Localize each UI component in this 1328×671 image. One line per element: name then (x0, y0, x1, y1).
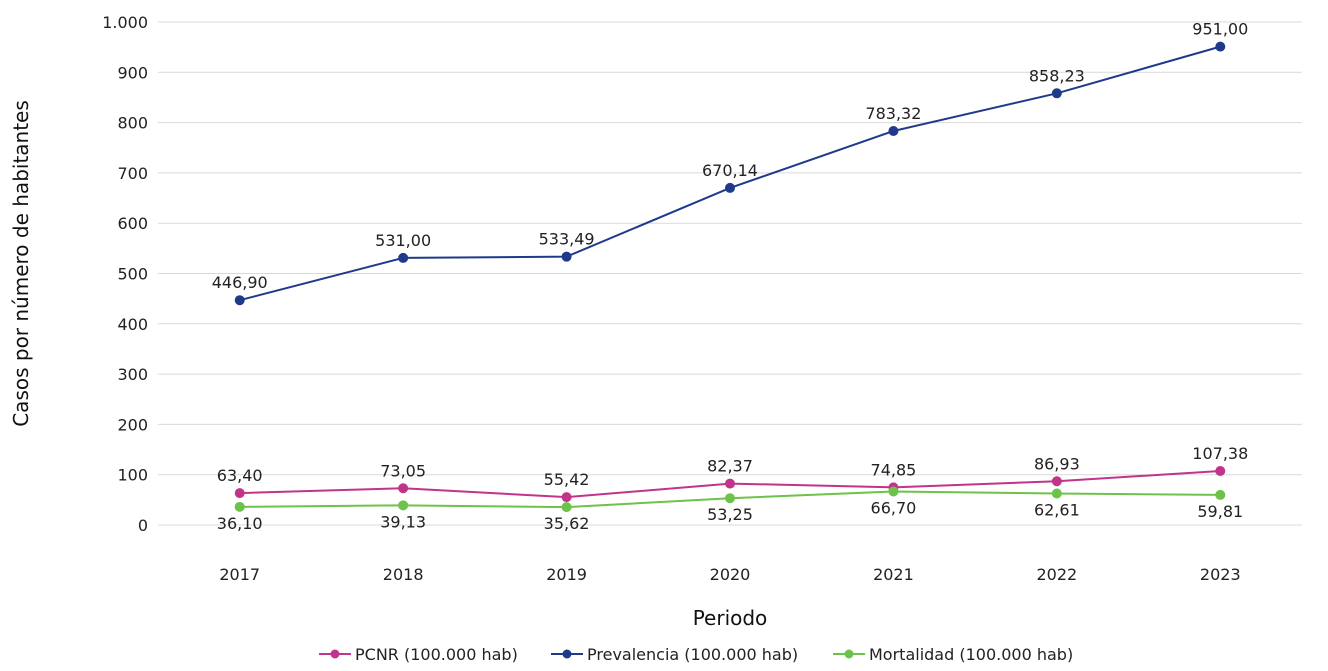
y-tick-label: 800 (117, 114, 148, 133)
y-tick-label: 0 (138, 516, 148, 535)
data-label: 446,90 (212, 273, 268, 292)
y-axis-title: Casos por número de habitantes (9, 100, 33, 427)
series-2 (234, 486, 1226, 513)
x-axis-ticks: 2017 2018 2019 2020 2021 2022 2023 (219, 565, 1240, 584)
data-label: 73,05 (380, 461, 426, 480)
legend-marker (330, 649, 340, 659)
data-point (725, 493, 735, 504)
data-label: 86,93 (1034, 454, 1080, 473)
series-group (234, 41, 1226, 513)
legend-label: PCNR (100.000 hab) (355, 645, 518, 664)
data-label: 35,62 (544, 514, 590, 533)
data-point (725, 182, 735, 193)
legend-label: Mortalidad (100.000 hab) (869, 645, 1073, 664)
data-point (561, 492, 572, 503)
data-label: 858,23 (1029, 66, 1085, 85)
data-label: 59,81 (1197, 502, 1243, 521)
legend-label: Prevalencia (100.000 hab) (587, 645, 798, 664)
data-point (561, 251, 572, 262)
data-label: 63,40 (217, 466, 263, 485)
data-labels: 63,40 73,05 55,42 82,37 74,85 86,93 107,38 446,… (212, 20, 1249, 533)
data-label: 39,13 (380, 512, 426, 531)
data-label: 531,00 (375, 231, 431, 250)
x-axis-title: Periodo (693, 606, 768, 630)
y-tick-label: 700 (117, 164, 148, 183)
y-tick-label: 900 (117, 63, 148, 82)
gridlines (158, 21, 1302, 526)
x-tick-label: 2018 (383, 565, 424, 584)
x-tick-label: 2022 (1036, 565, 1077, 584)
data-label: 107,38 (1192, 444, 1248, 463)
data-point (888, 125, 899, 136)
y-tick-label: 500 (117, 265, 148, 284)
data-point (1051, 88, 1062, 99)
data-label: 36,10 (217, 514, 263, 533)
data-label: 670,14 (702, 161, 758, 180)
data-point (888, 486, 899, 497)
x-tick-label: 2023 (1200, 565, 1241, 584)
series-1 (234, 41, 1226, 306)
data-label: 951,00 (1192, 20, 1248, 39)
y-tick-label: 400 (117, 315, 148, 334)
data-point (234, 488, 245, 499)
y-axis-ticks: 0 100 200 300 400 500 600 700 800 900 1.000 (102, 13, 148, 535)
data-label: 74,85 (871, 460, 917, 479)
data-label: 533,49 (539, 230, 595, 249)
data-label: 66,70 (871, 498, 917, 517)
x-tick-label: 2021 (873, 565, 914, 584)
legend-marker (562, 649, 572, 659)
data-point (1051, 476, 1062, 487)
data-point (1215, 489, 1226, 500)
series-0 (234, 465, 1226, 503)
data-point (1215, 465, 1226, 476)
x-tick-label: 2019 (546, 565, 587, 584)
data-point (561, 502, 572, 513)
x-tick-label: 2017 (219, 565, 260, 584)
data-label: 783,32 (865, 104, 921, 123)
y-tick-label: 300 (117, 365, 148, 384)
legend-item: Mortalidad (100.000 hab) (833, 645, 1073, 664)
data-point (234, 295, 245, 306)
data-point (398, 483, 409, 494)
data-point (725, 478, 735, 489)
legend-item: Prevalencia (100.000 hab) (551, 645, 798, 664)
data-point (398, 252, 409, 263)
x-tick-label: 2020 (710, 565, 751, 584)
data-label: 53,25 (707, 505, 753, 524)
data-label: 82,37 (707, 457, 753, 476)
data-label: 55,42 (544, 470, 590, 489)
data-point (1051, 488, 1062, 499)
legend: PCNR (100.000 hab) Prevalencia (100.000 h… (319, 645, 1073, 664)
data-label: 62,61 (1034, 501, 1080, 520)
y-tick-label: 1.000 (102, 13, 148, 32)
y-tick-label: 100 (117, 466, 148, 485)
data-point (398, 500, 409, 511)
y-tick-label: 600 (117, 214, 148, 233)
legend-marker (844, 649, 854, 659)
y-tick-label: 200 (117, 415, 148, 434)
data-point (234, 501, 245, 512)
legend-item: PCNR (100.000 hab) (319, 645, 518, 664)
data-point (1215, 41, 1226, 52)
